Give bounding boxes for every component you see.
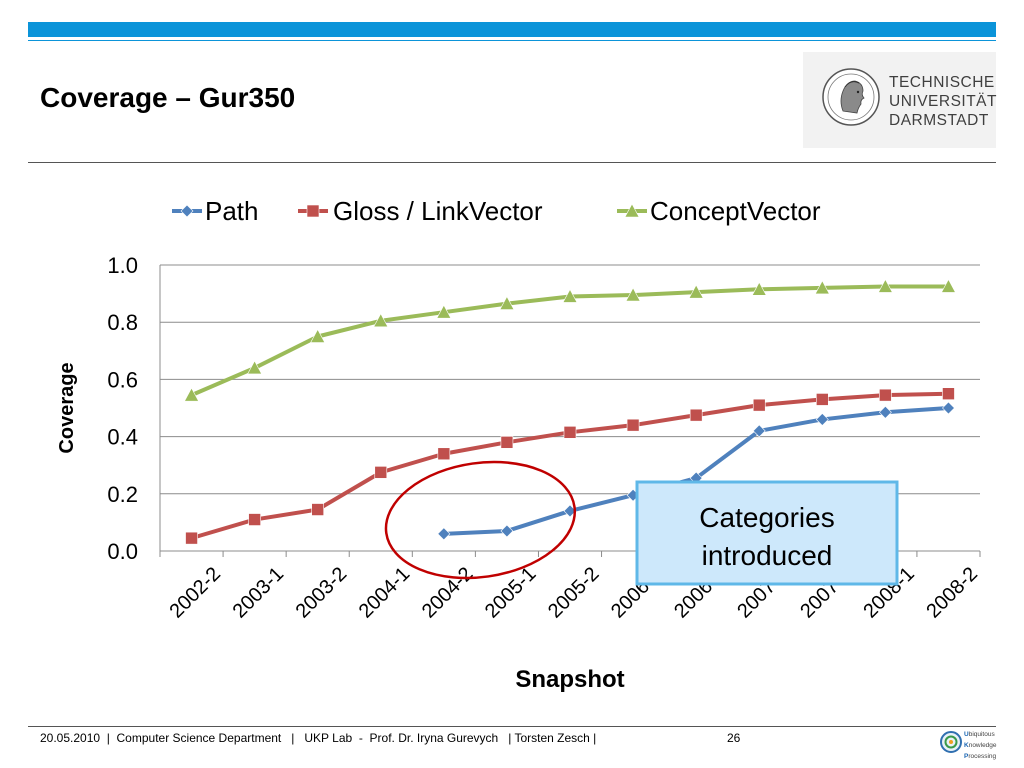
gloss-data-point [942, 387, 955, 401]
concept-data-point [436, 304, 452, 319]
concept-data-point [184, 387, 200, 402]
ukp-logo-text: Ubiquitous Knowledge Processing [964, 729, 997, 762]
path-data-point [437, 527, 451, 541]
y-tick-label: 0.2 [107, 482, 138, 507]
gloss-data-point [563, 426, 577, 439]
university-name-line-1: TECHNISCHE [889, 74, 995, 91]
x-tick-label: 2004-1 [355, 563, 415, 623]
x-axis-title: Snapshot [515, 666, 624, 693]
y-tick-label: 0.0 [107, 539, 138, 564]
gloss-data-point [185, 531, 198, 545]
x-tick-label: 2003-1 [229, 563, 289, 623]
y-tick-label: 1.0 [107, 253, 138, 278]
concept-data-point [877, 278, 893, 293]
path-data-point [878, 405, 892, 419]
ukp-globe-icon [940, 731, 962, 753]
concept-data-point [688, 284, 704, 299]
y-tick-label: 0.8 [107, 310, 138, 335]
legend-label: Gloss / LinkVector [333, 196, 543, 226]
ukp-line-1: Ubiquitous [964, 731, 995, 738]
gloss-data-point [689, 408, 703, 422]
path-data-point [752, 424, 766, 438]
concept-data-point [562, 288, 578, 303]
slide-title: Coverage – Gur350 [40, 82, 296, 113]
gloss-data-point [311, 503, 324, 516]
concept-data-point [814, 280, 830, 295]
annotation-text-line-2: introduced [702, 540, 833, 571]
legend-label: Path [205, 196, 259, 226]
header-divider [28, 162, 996, 163]
path-data-point [500, 524, 514, 538]
concept-data-point [247, 360, 263, 375]
gloss-data-point [374, 466, 388, 479]
university-logo: TECHNISCHE UNIVERSITÄT DARMSTADT [803, 52, 996, 148]
annotation-box [635, 480, 899, 586]
path-data-point [815, 413, 829, 426]
y-tick-label: 0.6 [107, 367, 138, 392]
x-tick-label: 2002-2 [165, 563, 225, 623]
university-name-line-3: DARMSTADT [889, 112, 989, 129]
path-data-point [942, 401, 955, 415]
gloss-data-point [500, 436, 514, 449]
footer-text: 20.05.2010 | Computer Science Department… [40, 731, 597, 745]
ukp-line-3: Processing [964, 753, 997, 760]
legend-label: ConceptVector [650, 196, 821, 226]
annotation-circle [384, 460, 577, 580]
ukp-line-2: Knowledge [964, 742, 997, 749]
annotation-text-line-1: Categories [699, 502, 834, 533]
athena-seal-icon [822, 68, 880, 126]
gloss-data-point [437, 447, 451, 461]
legend-marker [624, 203, 640, 218]
university-name-line-2: UNIVERSITÄT [889, 93, 997, 110]
x-tick-label: 2005-2 [544, 563, 604, 623]
university-name: TECHNISCHE UNIVERSITÄT DARMSTADT [889, 73, 997, 130]
y-tick-label: 0.4 [107, 425, 138, 450]
page-number: 26 [727, 731, 741, 745]
top-accent-bar [28, 22, 996, 37]
x-tick-label: 2008-2 [922, 563, 982, 623]
gloss-data-point [752, 398, 766, 412]
gloss-data-point [626, 418, 640, 432]
concept-data-point [625, 287, 641, 302]
concept-data-point [310, 328, 326, 343]
legend-marker [306, 204, 320, 218]
coverage-line-chart: 0.0 0.2 0.4 0.6 0.8 1.0 2002-2 2003-1 2003-2 2004… [56, 196, 982, 693]
legend-marker [180, 204, 194, 218]
x-tick-label: 2003-2 [292, 563, 352, 623]
concept-data-point [499, 295, 515, 310]
gloss-data-point [879, 388, 892, 402]
concept-data-point [940, 278, 956, 293]
top-accent-line [28, 40, 996, 41]
y-axis-title: Coverage [56, 362, 78, 453]
gloss-data-point [248, 513, 261, 526]
gloss-data-point [816, 393, 829, 406]
footer-divider [28, 726, 996, 727]
ukp-logo: Ubiquitous Knowledge Processing [940, 727, 1000, 765]
concept-data-point [373, 313, 389, 328]
concept-data-point [751, 281, 767, 296]
